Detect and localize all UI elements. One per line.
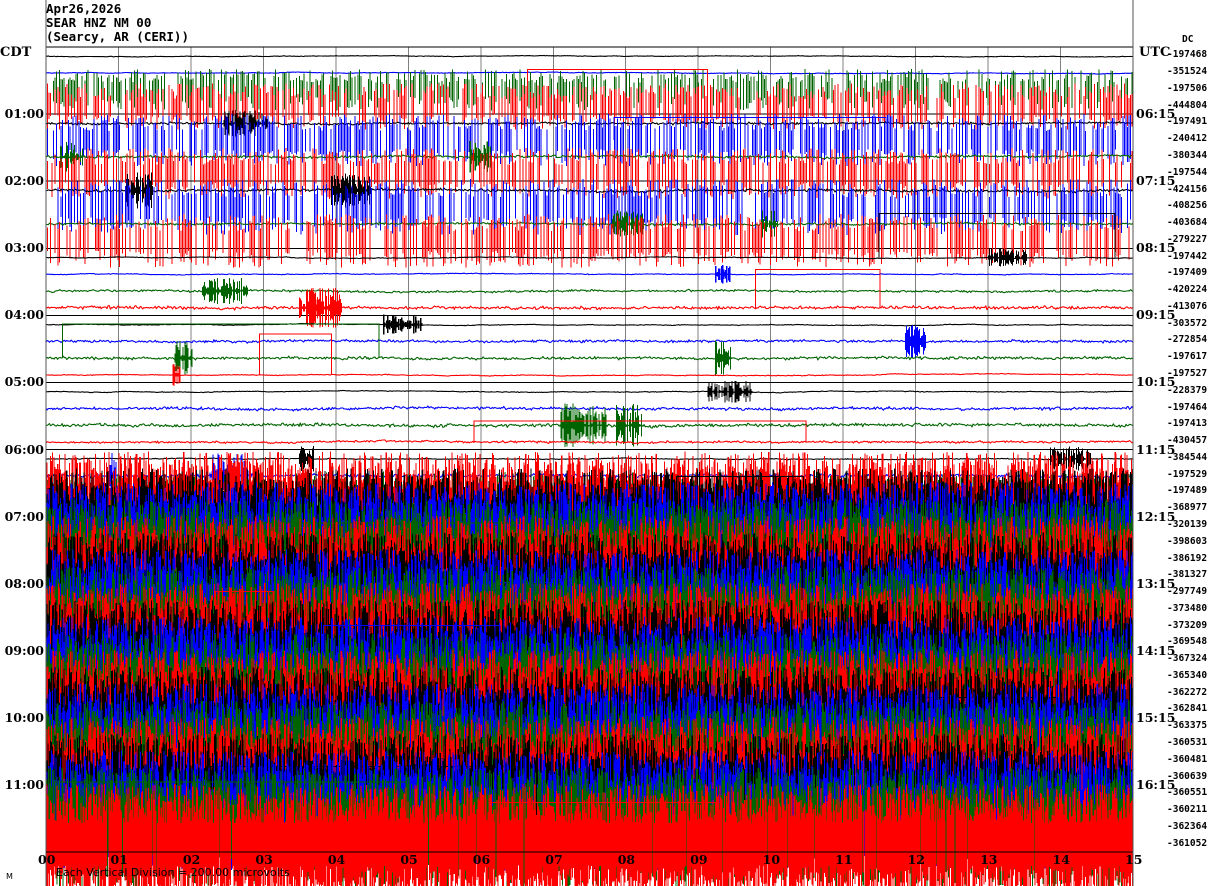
cdt-tick-0800: 08:00 — [4, 575, 44, 591]
dc-value: -368977 — [1167, 502, 1208, 514]
dc-value: -197489 — [1167, 485, 1208, 497]
dc-value: -381327 — [1167, 569, 1208, 581]
dc-value: -408256 — [1167, 200, 1208, 212]
dc-value: -320139 — [1167, 518, 1208, 530]
minute-tick-06: 06 — [472, 852, 491, 867]
dc-value: -197506 — [1167, 82, 1208, 94]
utc-tick-0815: 08:15 — [1136, 240, 1176, 256]
dc-value: -380344 — [1167, 150, 1208, 161]
utc-tick-1315: 13:15 — [1136, 575, 1176, 591]
utc-tick-1515: 15:15 — [1136, 709, 1176, 725]
scale-footnote: Each Vertical Division = 200.00 microvol… — [56, 866, 290, 879]
dc-value: -362841 — [1167, 703, 1208, 715]
dc-value: -360481 — [1167, 753, 1208, 765]
dc-value: -420224 — [1167, 284, 1208, 296]
minute-tick-02: 02 — [182, 852, 201, 867]
dc-value: -363375 — [1167, 720, 1208, 732]
dc-column-header: DC — [1182, 34, 1194, 45]
minute-tick-15: 15 — [1125, 852, 1143, 867]
utc-tick-1215: 12:15 — [1136, 508, 1176, 524]
dc-value: -367324 — [1167, 653, 1208, 665]
dc-value: -272854 — [1167, 334, 1208, 346]
cdt-tick-0500: 05:00 — [4, 374, 44, 390]
dc-value: -197529 — [1167, 468, 1208, 480]
footnote-mark: M — [6, 872, 13, 881]
dc-value: -369548 — [1167, 636, 1208, 648]
title-date: Apr26,2026 — [46, 1, 122, 16]
dc-value: -360639 — [1167, 770, 1208, 782]
dc-value: -386192 — [1167, 552, 1208, 564]
utc-tick-1415: 14:15 — [1136, 642, 1176, 658]
utc-tick-0615: 06:15 — [1136, 106, 1176, 122]
cdt-tick-0100: 01:00 — [4, 106, 44, 122]
dc-value: -303572 — [1167, 317, 1208, 329]
dc-value: -362272 — [1167, 686, 1208, 698]
minute-tick-01: 01 — [110, 852, 128, 867]
dc-value: -197464 — [1167, 401, 1208, 413]
dc-value: -279227 — [1167, 233, 1208, 245]
dc-value: -430457 — [1167, 435, 1208, 447]
minute-tick-14: 14 — [1052, 852, 1070, 867]
utc-tick-0915: 09:15 — [1136, 307, 1176, 323]
dc-value: -197527 — [1167, 368, 1208, 380]
dc-value: -197491 — [1167, 116, 1208, 128]
dc-value: -297749 — [1167, 586, 1208, 598]
utc-tick-1115: 11:15 — [1136, 441, 1176, 457]
cdt-tick-1100: 11:00 — [4, 776, 44, 792]
cdt-tick-1000: 10:00 — [4, 709, 44, 725]
dc-value: -373209 — [1167, 619, 1208, 631]
dc-value: -413076 — [1167, 300, 1208, 312]
minute-tick-08: 08 — [617, 852, 636, 867]
dc-value: -362364 — [1167, 820, 1208, 832]
dc-value: -403684 — [1167, 217, 1208, 229]
utc-tick-1015: 10:15 — [1136, 374, 1176, 390]
title-station: SEAR HNZ NM 00 — [46, 15, 152, 31]
minute-tick-11: 11 — [835, 852, 853, 867]
dc-value: -197442 — [1167, 250, 1208, 262]
cdt-tick-0600: 06:00 — [4, 441, 44, 457]
dc-value: -384544 — [1167, 451, 1208, 463]
dc-value: -365340 — [1167, 669, 1208, 681]
plot-title: Apr26,2026 SEAR HNZ NM 00 (Searcy, AR (C… — [46, 1, 189, 45]
dc-value: -373480 — [1167, 602, 1208, 614]
cdt-tick-0400: 04:00 — [4, 307, 44, 323]
dc-value: -197409 — [1167, 267, 1208, 279]
cdt-tick-0700: 07:00 — [4, 508, 44, 524]
cdt-tick-0300: 03:00 — [4, 240, 44, 256]
minute-tick-13: 13 — [980, 852, 998, 867]
cdt-tick-0900: 09:00 — [4, 642, 44, 658]
right-timezone-label: UTC — [1139, 45, 1171, 60]
dc-value: -444804 — [1167, 99, 1208, 111]
dc-value: -197413 — [1167, 418, 1208, 430]
cdt-tick-0200: 02:00 — [4, 173, 44, 189]
dc-value: -228379 — [1167, 384, 1208, 396]
title-location: (Searcy, AR (CERI)) — [46, 29, 189, 45]
minute-tick-10: 10 — [762, 852, 781, 867]
dc-value: -197468 — [1167, 49, 1208, 61]
dc-value: -398603 — [1167, 535, 1208, 547]
minute-tick-03: 03 — [255, 852, 273, 867]
minute-tick-07: 07 — [545, 852, 563, 867]
dc-value: -197544 — [1167, 166, 1208, 178]
dc-value: -360551 — [1167, 787, 1208, 799]
dc-value: -360211 — [1167, 804, 1208, 816]
dc-value: -197617 — [1167, 351, 1208, 363]
minute-tick-05: 05 — [400, 852, 418, 867]
dc-value: -361052 — [1167, 837, 1208, 849]
minute-tick-04: 04 — [327, 852, 346, 867]
utc-tick-0715: 07:15 — [1136, 173, 1176, 189]
dc-value: -360531 — [1167, 736, 1208, 748]
utc-tick-1615: 16:15 — [1136, 776, 1176, 792]
minute-tick-09: 09 — [690, 852, 708, 867]
minute-tick-12: 12 — [907, 852, 925, 867]
minute-tick-00: 00 — [38, 852, 56, 867]
dc-value: -351524 — [1167, 66, 1208, 78]
dc-value: -240412 — [1167, 133, 1208, 145]
left-timezone-label: CDT — [0, 45, 32, 60]
dc-value: -424156 — [1167, 183, 1208, 195]
